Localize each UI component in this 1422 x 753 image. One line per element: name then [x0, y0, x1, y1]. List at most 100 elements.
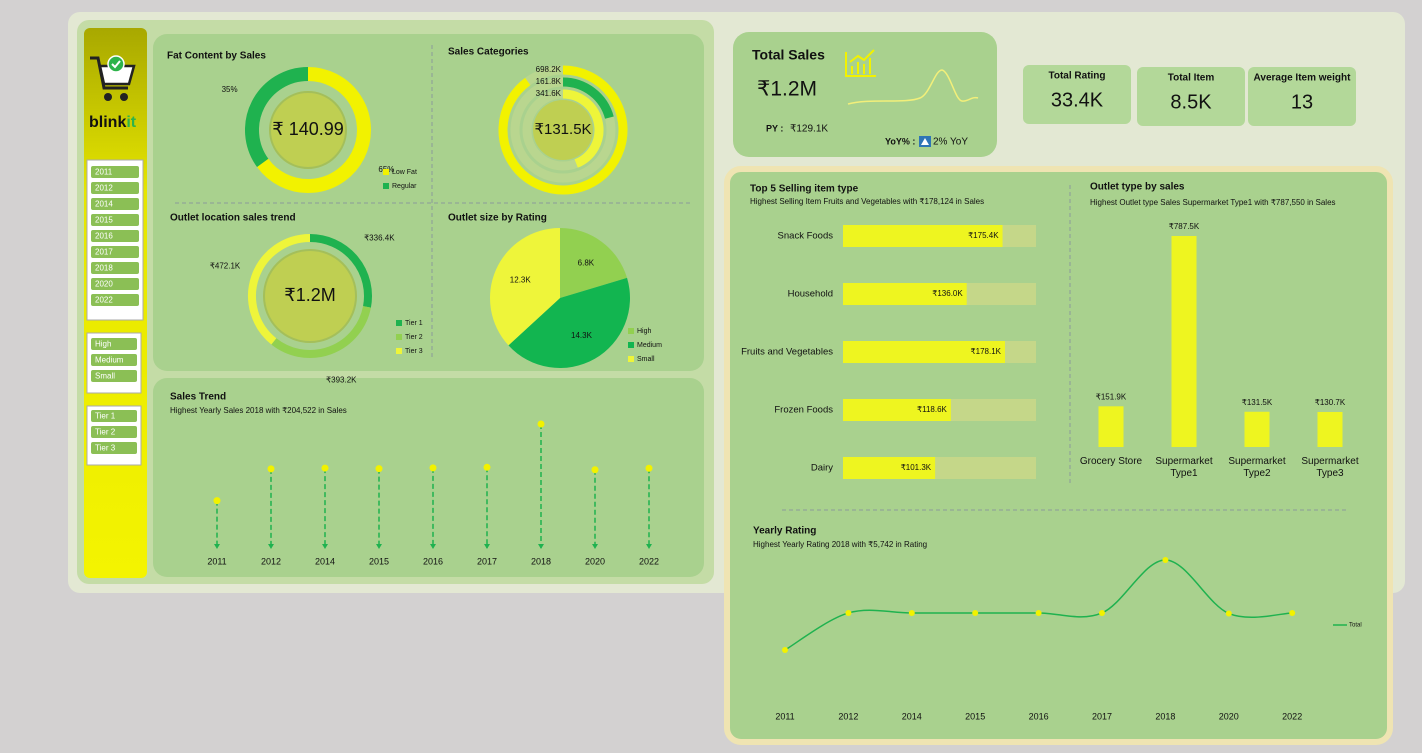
- slicer-button[interactable]: 2015: [91, 214, 139, 226]
- pie-slice: [490, 228, 560, 346]
- slicer-button-bg: [91, 262, 139, 274]
- y-tick-label: Household: [788, 289, 833, 300]
- ring-arc: [562, 89, 604, 168]
- data-label: 161.8K: [536, 77, 562, 86]
- data-label: ₹787.5K: [1169, 222, 1200, 231]
- donut-inner: [269, 91, 347, 169]
- data-label: ₹175.4K: [968, 231, 999, 240]
- slicer-button[interactable]: 2011: [91, 166, 139, 178]
- slicer-button[interactable]: 2022: [91, 294, 139, 306]
- slicer-label: 2016: [95, 232, 113, 241]
- lollipop-dot: [537, 420, 545, 428]
- slicer-label: 2022: [95, 296, 113, 305]
- slicer-button[interactable]: Tier 3: [91, 442, 137, 454]
- ring-inner: [533, 100, 593, 160]
- data-label: ₹101.3K: [901, 463, 932, 472]
- slicer-button[interactable]: 2014: [91, 198, 139, 210]
- sparkline: [847, 69, 979, 105]
- slicer-button-bg: [91, 182, 139, 194]
- lollipop-dot: [645, 464, 653, 472]
- card: [1023, 65, 1131, 124]
- card: [153, 378, 704, 577]
- slicer-button-bg: [91, 230, 139, 242]
- data-label: 14.3K: [571, 331, 593, 340]
- line: [784, 559, 1293, 651]
- kpi-value: 13: [1291, 91, 1313, 113]
- stem-arrow: [646, 544, 652, 549]
- bar: [843, 457, 936, 479]
- slicer-button[interactable]: 2016: [91, 230, 139, 242]
- kpi-title: Total Item: [1168, 73, 1215, 84]
- data-label: ₹151.9K: [1096, 392, 1127, 401]
- slicer-button-bg: [91, 294, 139, 306]
- slicer-button[interactable]: Small: [91, 370, 137, 382]
- chart-icon: [845, 49, 876, 77]
- center-label: ₹ 140.99: [272, 119, 344, 139]
- data-label: 35%: [222, 85, 238, 94]
- x-tick-label: 2016: [423, 556, 443, 566]
- point: [1099, 609, 1105, 616]
- lollipop-dot: [591, 466, 599, 474]
- slicer-button[interactable]: 2018: [91, 262, 139, 274]
- bar: [1098, 406, 1124, 447]
- slicer-button[interactable]: Tier 2: [91, 426, 137, 438]
- legend-swatch: [628, 328, 634, 334]
- x-tick-label: 2014: [902, 711, 922, 721]
- x-tick-label: 2020: [1219, 711, 1239, 721]
- slicer-button[interactable]: 2012: [91, 182, 139, 194]
- point: [845, 609, 852, 616]
- slicer-button-bg: [91, 426, 137, 438]
- chart-title: Outlet location sales trend: [170, 213, 296, 224]
- data-label: ₹131.5K: [1242, 398, 1273, 407]
- point: [1225, 610, 1232, 617]
- legend-label: Tier 2: [405, 334, 423, 341]
- x-tick-label: 2018: [1155, 711, 1175, 721]
- slicer-button[interactable]: Tier 1: [91, 410, 137, 422]
- legend-swatch: [628, 356, 634, 362]
- data-label: 12.3K: [510, 276, 532, 285]
- slicer-label: 2018: [95, 264, 113, 273]
- chart-title: Fat Content by Sales: [167, 51, 266, 62]
- lollipop-dot: [429, 464, 437, 472]
- chart-subtitle: Highest Yearly Rating 2018 with ₹5,742 i…: [753, 540, 927, 549]
- legend-label: Medium: [637, 342, 662, 349]
- donut-segment: [245, 67, 309, 168]
- legend-label: Small: [637, 356, 655, 363]
- x-tick-label: 2015: [965, 711, 985, 721]
- slicer-label: 2011: [95, 168, 113, 177]
- slicer-button-bg: [91, 278, 139, 290]
- lollipop-dot: [267, 465, 275, 473]
- slicer-button[interactable]: High: [91, 338, 137, 350]
- chart-title: Top 5 Selling item type: [750, 184, 859, 195]
- chart-title: Outlet size by Rating: [448, 213, 547, 224]
- stem-arrow: [322, 544, 328, 549]
- py-value: ₹129.1K: [790, 124, 828, 135]
- slicer-button[interactable]: Medium: [91, 354, 137, 366]
- data-label: ₹130.7K: [1315, 398, 1346, 407]
- stem-arrow: [430, 544, 436, 549]
- svg-text:blinkit: blinkit: [89, 114, 137, 131]
- x-tick-label: 2011: [775, 711, 794, 721]
- x-tick-label: 2017: [1092, 711, 1112, 721]
- donut-segment: [309, 234, 372, 308]
- brand-accent: it: [126, 114, 136, 131]
- donut-segment: [271, 305, 371, 358]
- donut-segment: [248, 234, 311, 345]
- legend-swatch: [396, 348, 402, 354]
- slicer-button-bg: [91, 246, 139, 258]
- slicer-button[interactable]: 2020: [91, 278, 139, 290]
- y-tick-label: Snack Foods: [778, 231, 834, 242]
- center-label: ₹1.2M: [284, 285, 335, 305]
- chart-subtitle: Highest Outlet type Sales Supermarket Ty…: [1090, 198, 1336, 207]
- data-label: ₹178.1K: [971, 347, 1002, 356]
- legend-swatch: [628, 342, 634, 348]
- data-label: 6.8K: [578, 258, 595, 267]
- slicer-label: 2015: [95, 216, 113, 225]
- x-tick-label: 2011: [207, 556, 226, 566]
- legend-label: High: [637, 328, 652, 335]
- data-label: 341.6K: [536, 89, 562, 98]
- slicer-button[interactable]: 2017: [91, 246, 139, 258]
- card: [733, 32, 997, 157]
- kpi-title: Total Sales: [752, 47, 825, 63]
